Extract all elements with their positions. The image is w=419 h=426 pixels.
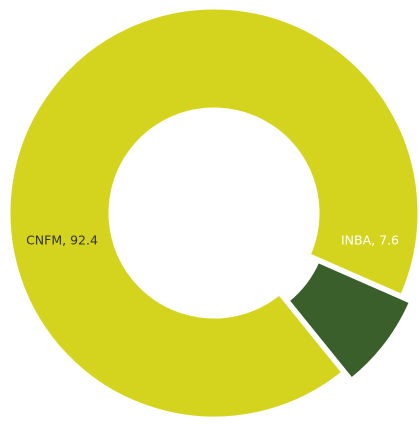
slice-label: INBA, 7.6 — [341, 233, 399, 248]
donut-slice — [7, 6, 419, 420]
slice-label: CNFM, 92.4 — [26, 233, 98, 248]
donut-slice — [285, 259, 413, 382]
